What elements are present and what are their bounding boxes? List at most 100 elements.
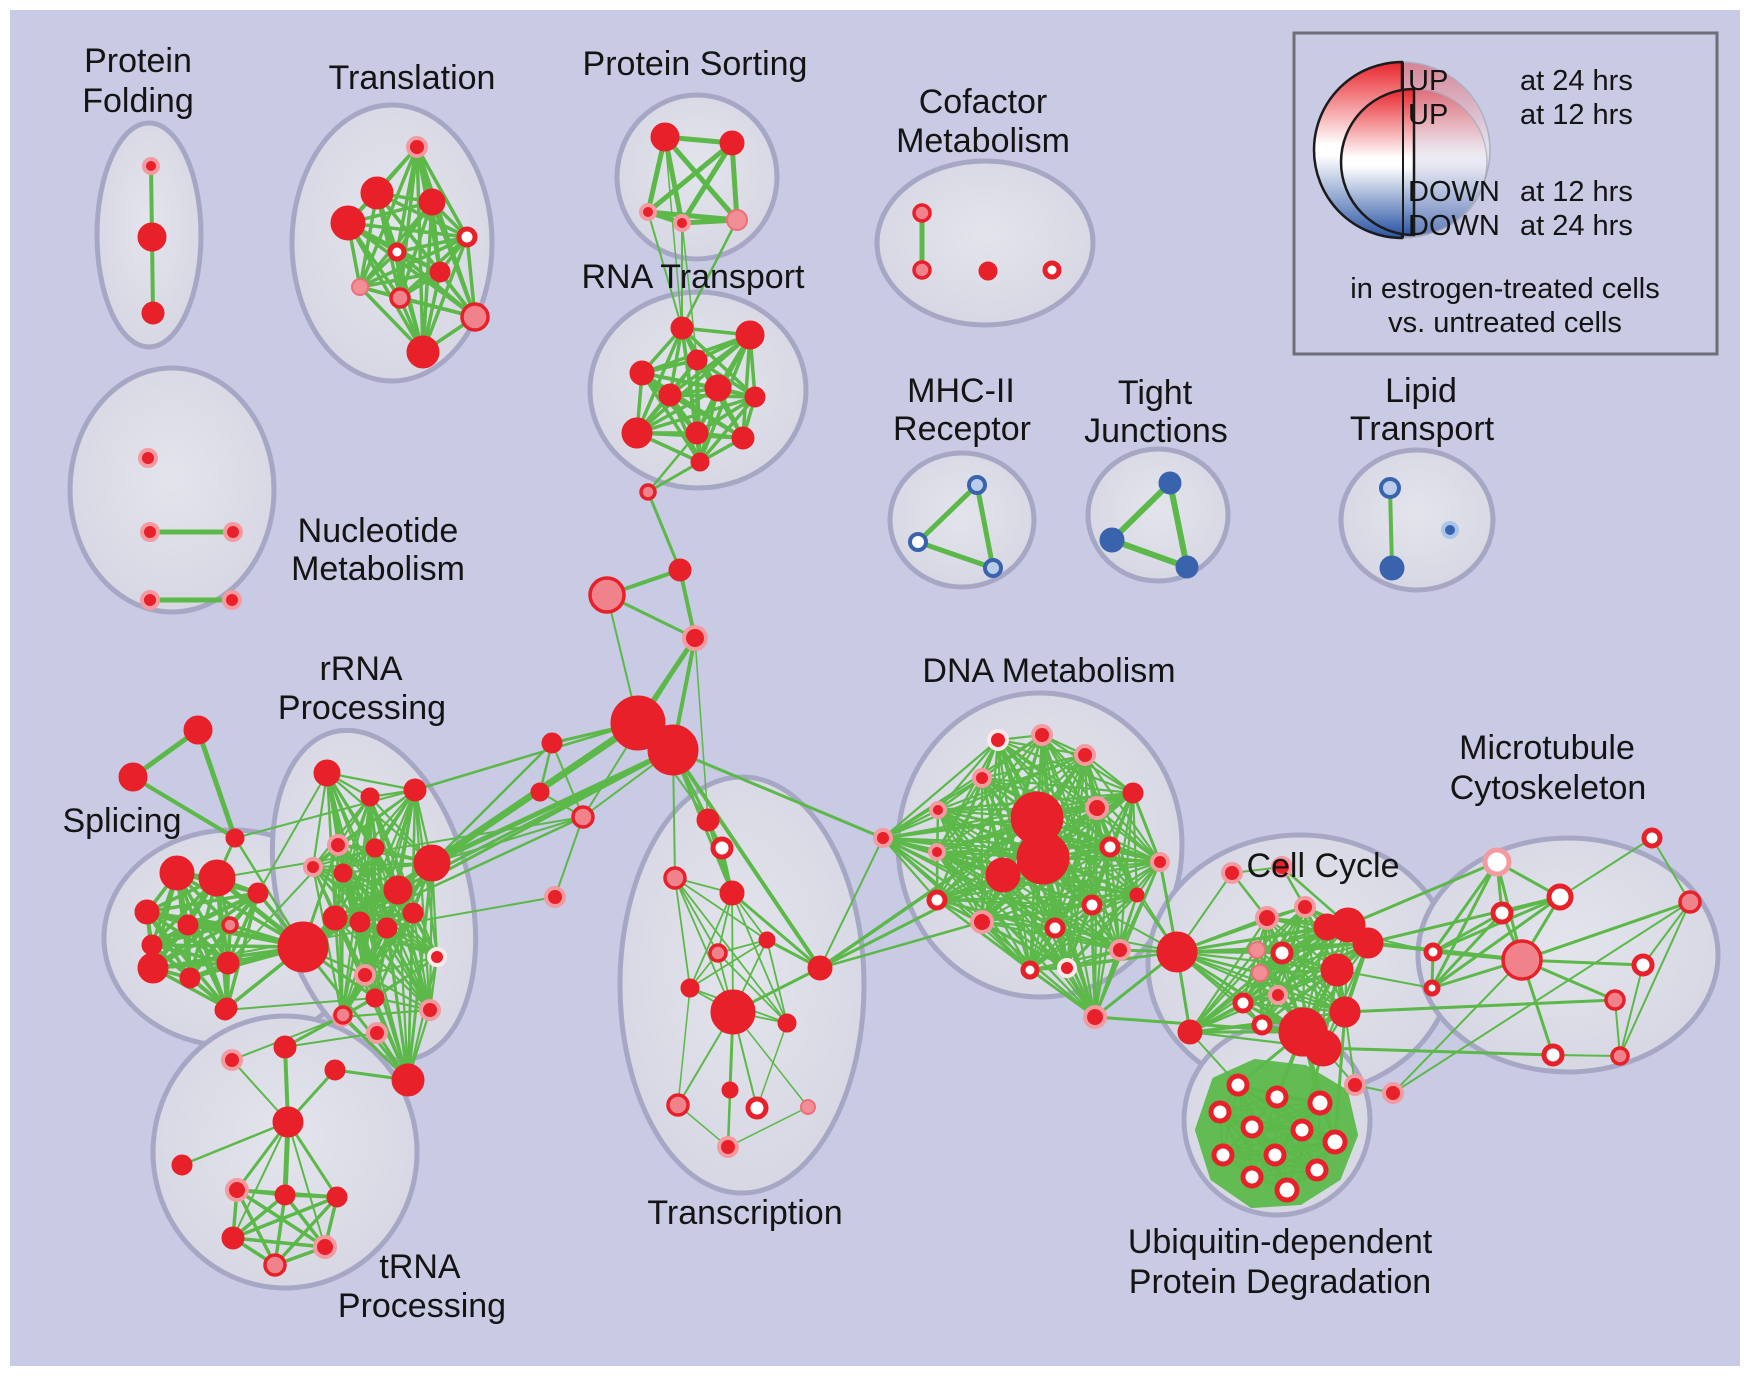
network-edge bbox=[1520, 900, 1692, 962]
network-edge bbox=[333, 916, 344, 1019]
network-node bbox=[721, 1081, 739, 1099]
network-edge bbox=[915, 539, 996, 571]
network-edge bbox=[980, 753, 1087, 780]
network-edge bbox=[1093, 860, 1162, 1019]
network-edge bbox=[915, 482, 980, 545]
network-edge bbox=[881, 836, 1112, 849]
network-node bbox=[985, 857, 1021, 893]
network-node bbox=[1270, 941, 1294, 965]
network-edge bbox=[1343, 998, 1617, 1014]
network-node bbox=[680, 978, 700, 998]
network-node bbox=[1329, 996, 1361, 1028]
network-node bbox=[1020, 960, 1040, 980]
network-edge bbox=[671, 748, 822, 970]
network-edge bbox=[1028, 903, 1094, 972]
network-edge bbox=[373, 926, 389, 1000]
network-edge bbox=[358, 920, 377, 1000]
legend-ring-inner-left bbox=[1339, 87, 1416, 237]
network-node bbox=[588, 576, 626, 614]
network-node bbox=[402, 902, 424, 924]
network-edge bbox=[881, 836, 939, 902]
network-node bbox=[758, 931, 776, 949]
cluster-label-ubiquitin-degradation: Ubiquitin-dependent bbox=[1128, 1223, 1433, 1261]
cluster-bubble-nucleotide-metabolism bbox=[67, 365, 277, 615]
network-node bbox=[1379, 477, 1401, 499]
network-edge bbox=[180, 1120, 290, 1167]
network-edge bbox=[645, 140, 735, 215]
network-node bbox=[333, 863, 353, 883]
network-node bbox=[1177, 1019, 1203, 1045]
network-node bbox=[225, 828, 245, 848]
network-edge bbox=[1028, 893, 1139, 972]
network-edge bbox=[1651, 837, 1691, 903]
network-edge bbox=[150, 891, 260, 947]
network-node bbox=[710, 989, 756, 1035]
cluster-label-nucleotide-metabolism: Metabolism bbox=[291, 550, 465, 588]
network-edge bbox=[554, 816, 584, 898]
network-edge bbox=[1109, 480, 1173, 543]
network-edge bbox=[980, 845, 1112, 924]
network-edge bbox=[406, 911, 415, 1082]
cluster-label-protein-folding: Protein bbox=[84, 42, 192, 80]
network-node bbox=[1129, 887, 1145, 903]
network-node bbox=[639, 203, 657, 221]
network-edge bbox=[325, 771, 417, 792]
cluster-bubble-microtubule-cytoskeleton bbox=[1415, 835, 1721, 1075]
network-edge bbox=[1219, 1102, 1321, 1113]
network-node bbox=[1490, 901, 1514, 925]
network-node bbox=[247, 882, 269, 904]
network-edge bbox=[1241, 968, 1339, 1005]
network-edge bbox=[1430, 860, 1499, 990]
cluster-label-transcription: Transcription bbox=[647, 1194, 842, 1232]
network-node bbox=[263, 1253, 287, 1277]
network-node bbox=[419, 999, 441, 1021]
legend-text: at 24 hrs bbox=[1520, 210, 1633, 242]
network-edge bbox=[1260, 925, 1329, 1027]
network-node bbox=[1441, 521, 1459, 539]
network-edge bbox=[1083, 753, 1162, 864]
network-node bbox=[1081, 894, 1103, 916]
network-edge bbox=[935, 850, 1122, 952]
cluster-label-tight-junctions: Junctions bbox=[1084, 412, 1228, 450]
network-node bbox=[690, 452, 710, 472]
network-node bbox=[704, 374, 732, 402]
network-node bbox=[1344, 1074, 1366, 1096]
network-node bbox=[1322, 1129, 1348, 1155]
network-node bbox=[650, 122, 680, 152]
cluster-label-splicing: Splicing bbox=[62, 802, 181, 840]
network-node bbox=[987, 729, 1009, 751]
network-node bbox=[171, 1154, 193, 1176]
network-edge bbox=[234, 789, 416, 839]
network-node bbox=[1211, 1143, 1235, 1167]
network-node bbox=[134, 899, 160, 925]
network-edge bbox=[681, 222, 698, 361]
network-node bbox=[972, 768, 992, 788]
network-node bbox=[912, 260, 932, 280]
network-edge bbox=[726, 1010, 735, 1149]
network-node bbox=[349, 911, 371, 933]
legend-text: UP bbox=[1408, 99, 1448, 131]
network-edge bbox=[145, 910, 229, 1010]
network-node bbox=[682, 625, 708, 651]
network-edge bbox=[1109, 537, 1190, 570]
network-edge bbox=[363, 955, 439, 977]
network-node bbox=[1175, 555, 1199, 579]
network-node bbox=[429, 261, 451, 283]
network-node bbox=[222, 590, 242, 610]
network-edge bbox=[311, 795, 372, 869]
network-edge bbox=[358, 920, 432, 1012]
network-node bbox=[354, 964, 376, 986]
network-edge bbox=[340, 920, 362, 1019]
network-node bbox=[376, 917, 398, 939]
network-edge bbox=[741, 333, 752, 440]
network-edge bbox=[1167, 480, 1190, 570]
network-edge bbox=[980, 920, 1057, 930]
cluster-label-protein-folding: Folding bbox=[82, 82, 194, 120]
network-edge bbox=[273, 1195, 339, 1267]
network-node bbox=[1158, 471, 1182, 495]
network-edge bbox=[729, 140, 740, 223]
network-edge bbox=[818, 920, 984, 970]
network-node bbox=[978, 261, 998, 281]
